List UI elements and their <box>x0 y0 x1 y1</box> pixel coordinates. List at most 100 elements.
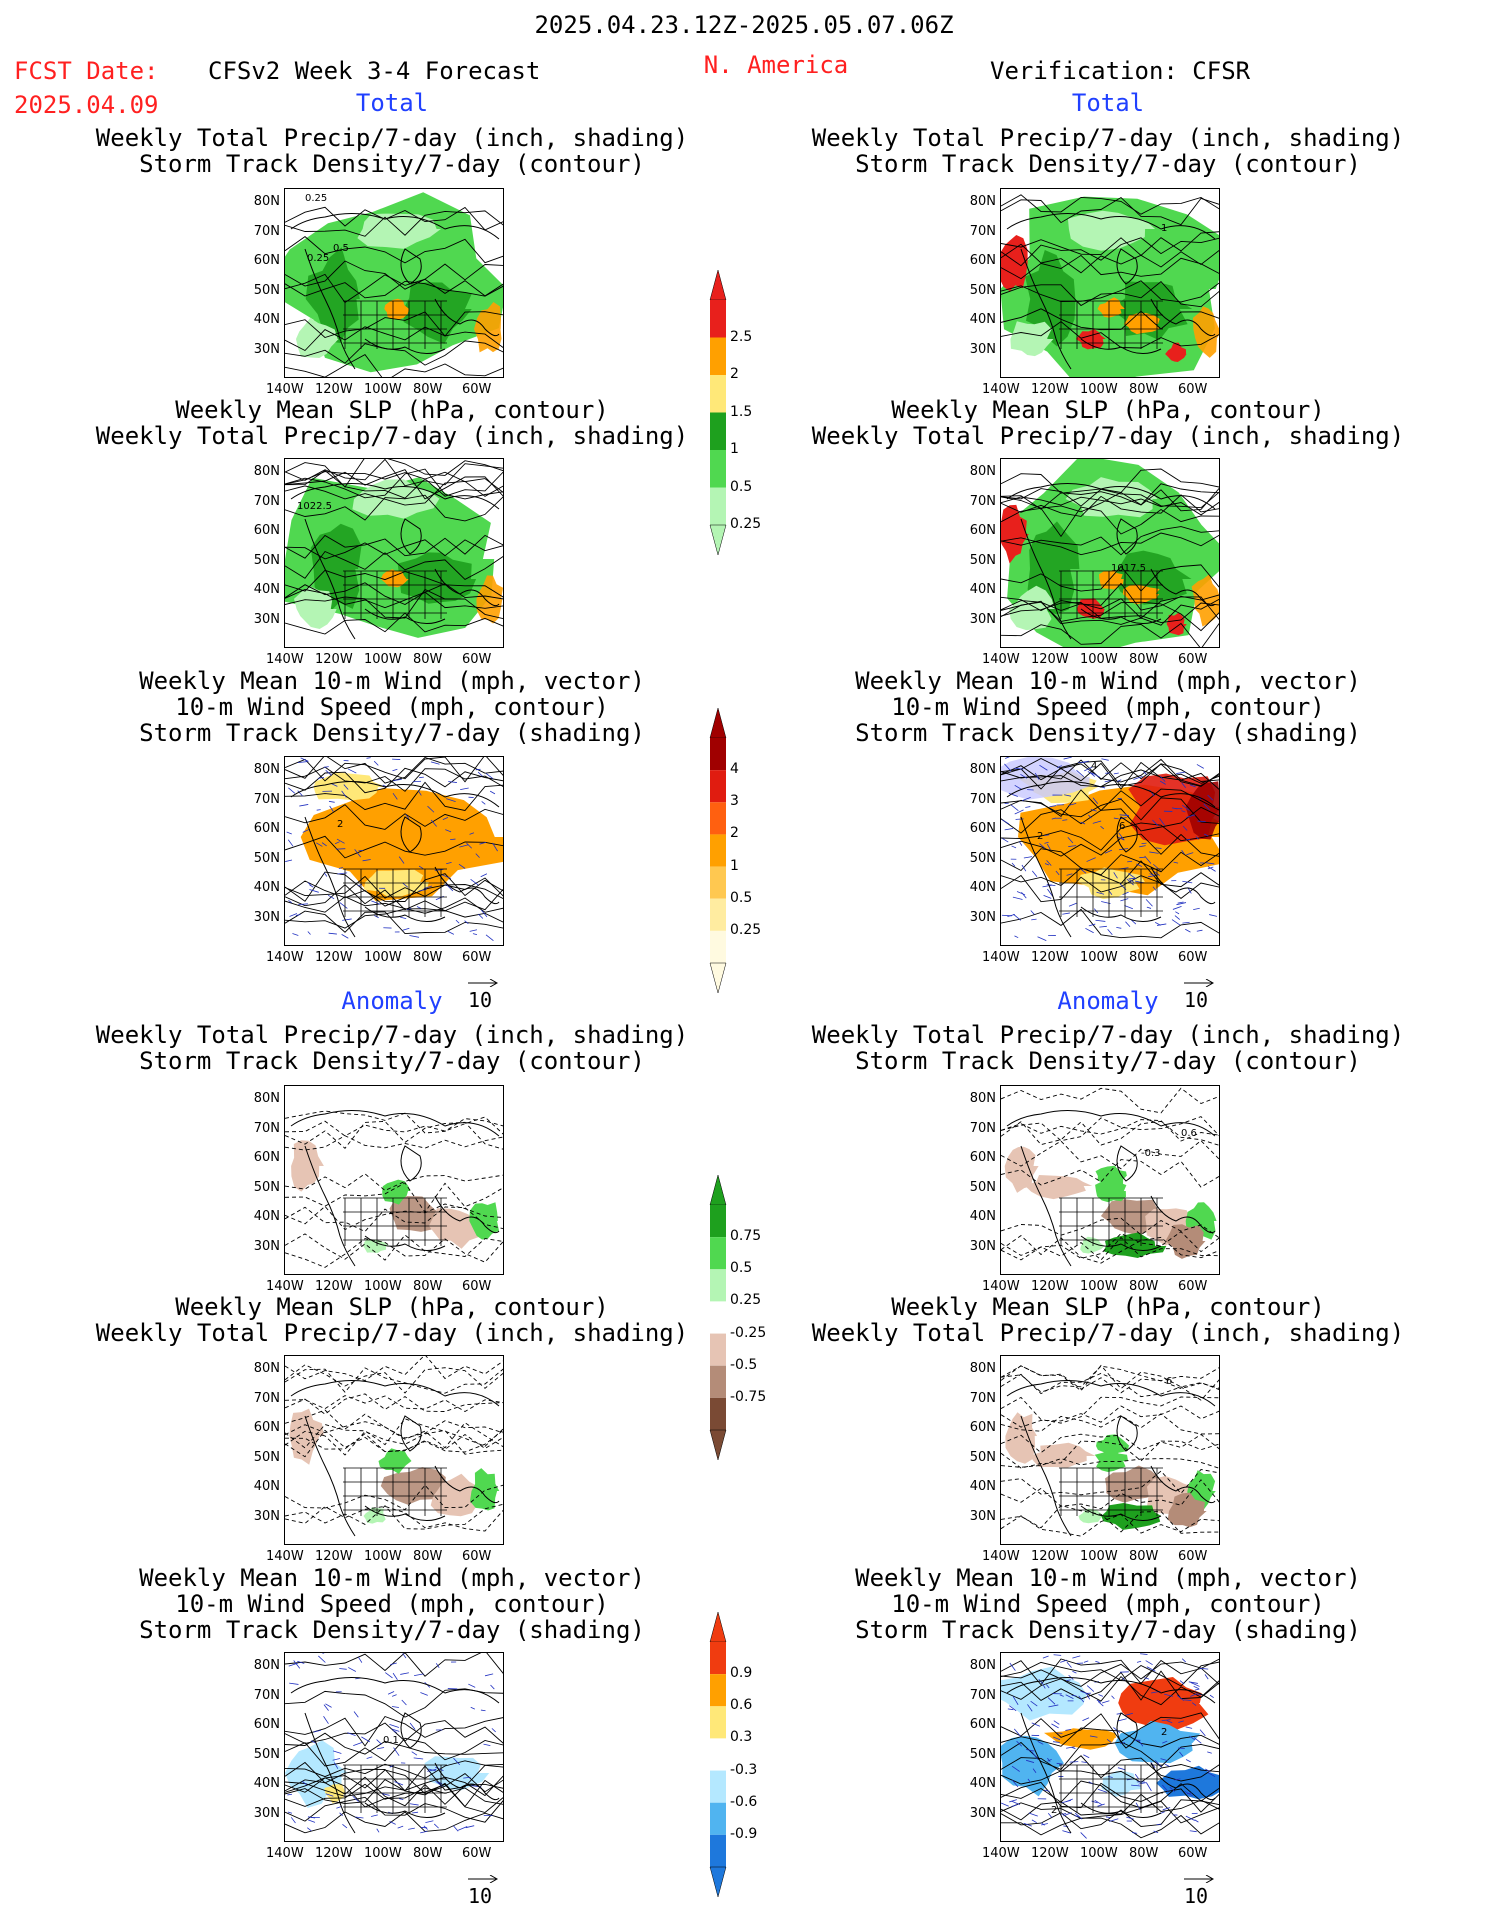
precip-area <box>1001 504 1029 564</box>
lat-tick-label: 40N <box>253 880 280 895</box>
period-title: 2025.04.23.12Z-2025.05.07.06Z <box>534 11 954 39</box>
wind-vectors <box>287 1653 496 1834</box>
colorbar-swatch <box>710 866 726 899</box>
contour-label: 2 <box>1051 1805 1057 1816</box>
lat-tick-label: 50N <box>969 1746 996 1762</box>
colorbar-swatch <box>710 450 726 488</box>
colorbar-label: 0.5 <box>730 1260 753 1277</box>
lon-tick-label: 100W <box>364 382 402 397</box>
colorbar-label: 0.9 <box>730 1665 753 1682</box>
anomaly-area <box>1167 1492 1207 1528</box>
vector-reference-label: 10 <box>1184 1884 1209 1908</box>
anomaly-area <box>1005 1412 1038 1464</box>
lat-tick-label: 30N <box>969 1508 996 1524</box>
lat-tick-label: 70N <box>969 791 996 807</box>
contour-label: 0.5 <box>333 243 349 254</box>
precip-area <box>305 247 360 343</box>
lat-tick-label: 30N <box>253 1238 280 1254</box>
fcst-date-label: FCST Date: <box>14 57 159 85</box>
anomaly-area <box>291 1140 324 1192</box>
lon-tick-label: 100W <box>364 652 402 667</box>
anomaly-area <box>363 1239 389 1254</box>
anomaly-area <box>1103 1232 1167 1258</box>
verification-total-map-2: 1017.5 <box>1000 458 1220 648</box>
lon-tick-label: 80W <box>413 1279 443 1294</box>
anomaly-area <box>1078 1508 1103 1524</box>
lon-tick-label: 140W <box>982 1846 1020 1861</box>
lon-tick-label: 120W <box>1031 950 1069 965</box>
colorbar-swatch <box>710 738 726 771</box>
lon-tick-label: 60W <box>1178 1549 1208 1564</box>
anomaly-area <box>1080 1236 1105 1254</box>
precip-area <box>1075 329 1106 350</box>
precip-area <box>1009 585 1055 631</box>
colorbar-swatch <box>710 1365 726 1398</box>
contour-lines <box>285 459 503 635</box>
contour-label: 1017.5 <box>1111 563 1146 574</box>
lat-tick-label: 70N <box>253 223 280 239</box>
lat-tick-label: 40N <box>969 312 996 327</box>
lon-tick-label: 80W <box>413 1846 443 1861</box>
colorbar-label: -0.6 <box>730 1793 758 1810</box>
forecast-total-map-1: 0.25 0.5 0.25 <box>284 188 504 378</box>
lat-tick-label: 40N <box>253 1776 280 1791</box>
fcst-date-value: 2025.04.09 <box>14 91 159 119</box>
lat-tick-label: 30N <box>253 1805 280 1821</box>
verification-panel-1-title-line-1: Weekly Total Precip/7-day (inch, shading… <box>811 124 1405 152</box>
lon-tick-label: 140W <box>266 1549 304 1564</box>
lat-tick-label: 40N <box>969 880 996 895</box>
lat-tick-label: 50N <box>969 552 996 568</box>
precip-area <box>474 302 502 353</box>
contour-lines <box>1001 194 1219 349</box>
forecast-total-label: Total <box>355 89 429 117</box>
precip-area <box>1193 306 1219 358</box>
state-boundaries <box>1059 1764 1163 1813</box>
colorbar-label: -0.5 <box>730 1356 758 1373</box>
colorbar-label: -0.25 <box>730 1324 767 1341</box>
lat-tick-label: 60N <box>253 1717 280 1732</box>
verification-panel-3-title-line-2: 10-m Wind Speed (mph, contour) <box>891 693 1325 721</box>
contour-lines <box>1001 757 1219 939</box>
lon-tick-label: 140W <box>266 1846 304 1861</box>
contour-lines <box>285 1356 503 1532</box>
colorbar-swatch <box>710 1333 726 1366</box>
lat-tick-label: 80N <box>253 1658 280 1673</box>
colorbar-label: 1 <box>730 857 739 874</box>
precip-area <box>1166 612 1187 636</box>
lat-tick-label: 70N <box>969 493 996 509</box>
anomaly-area <box>1025 1175 1093 1200</box>
colorbar-label: 0.6 <box>730 1697 753 1714</box>
colorbar-label: 2 <box>730 825 739 842</box>
vector-reference: 10 <box>1184 1864 1215 1908</box>
lon-tick-label: 60W <box>462 950 492 965</box>
lon-tick-label: 100W <box>364 950 402 965</box>
forecast-anom-map-6: 0.1 <box>284 1652 504 1842</box>
colorbar-swatch <box>710 300 726 338</box>
forecast-panel-5-title-line-1: Weekly Mean SLP (hPa, contour) <box>175 1293 609 1321</box>
lon-tick-label: 140W <box>266 382 304 397</box>
lat-tick-label: 70N <box>969 1120 996 1136</box>
lon-tick-label: 100W <box>364 1846 402 1861</box>
lat-tick-label: 40N <box>253 582 280 597</box>
contour-lines <box>285 206 503 377</box>
lat-tick-label: 60N <box>969 253 996 268</box>
colorbar-label: 0.25 <box>730 1292 762 1309</box>
lat-tick-label: 60N <box>253 821 280 836</box>
verification-panel-5-title-line-2: Weekly Total Precip/7-day (inch, shading… <box>811 1319 1405 1347</box>
lat-tick-label: 60N <box>969 1717 996 1732</box>
lon-tick-label: 60W <box>1178 950 1208 965</box>
verification-total-map-3: 6 2 4 <box>1000 756 1220 946</box>
anomaly-area <box>324 1784 346 1804</box>
forecast-panel-3-title-line-3: Storm Track Density/7-day (shading) <box>139 719 645 747</box>
anomaly-area <box>1096 1434 1130 1458</box>
lat-tick-label: 40N <box>969 1479 996 1494</box>
verification-panel-4-title-line-2: Storm Track Density/7-day (contour) <box>855 1047 1361 1075</box>
colorbar-swatch <box>710 802 726 835</box>
lat-tick-label: 50N <box>969 1449 996 1465</box>
region-title: N. America <box>703 51 849 79</box>
precip-area <box>1191 574 1219 627</box>
contour-label: 0.6 <box>1181 1128 1197 1139</box>
state-boundaries <box>343 570 447 619</box>
lon-tick-label: 80W <box>413 950 443 965</box>
